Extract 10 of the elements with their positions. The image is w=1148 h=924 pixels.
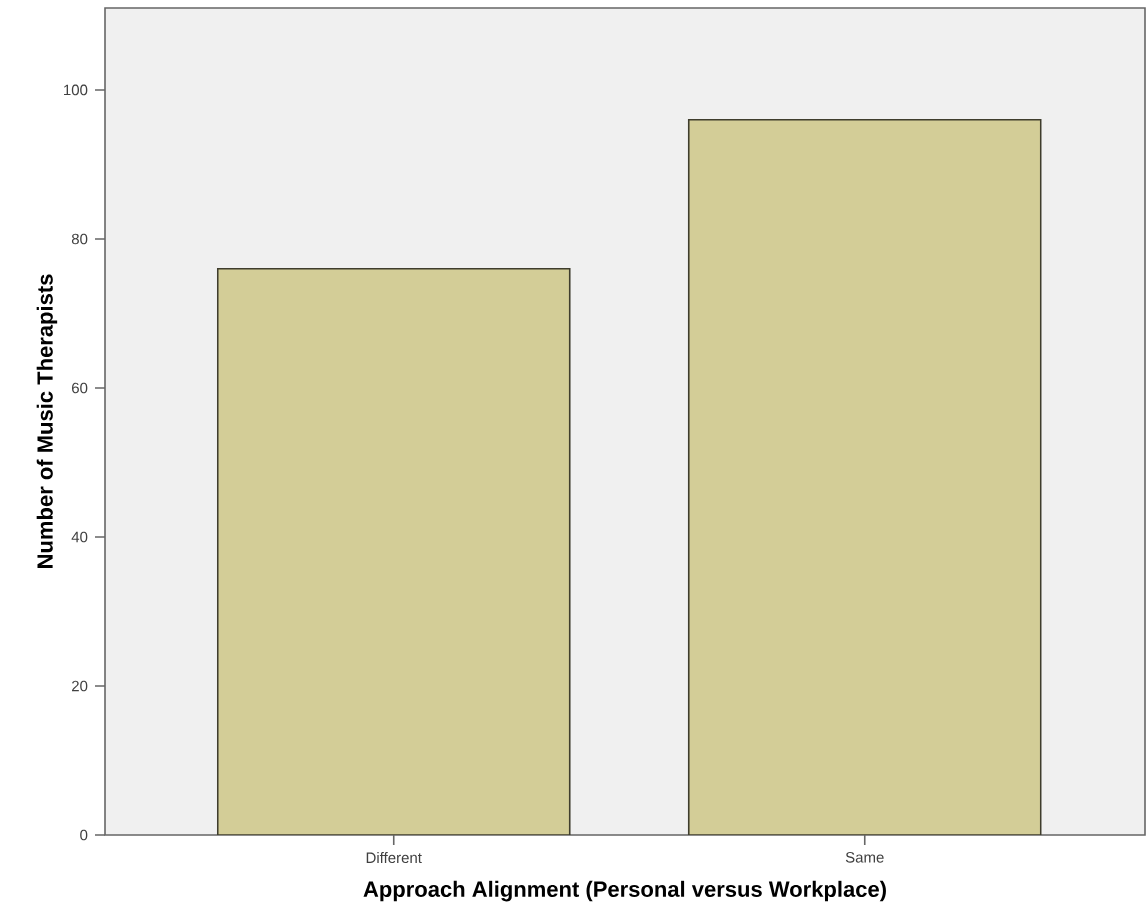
y-tick-label: 40 <box>71 531 88 543</box>
x-axis-title: Approach Alignment (Personal versus Workplace) <box>363 880 886 902</box>
y-axis-title: Number of Music Therapists <box>36 274 58 568</box>
x-tick-label: Different <box>366 852 422 864</box>
y-tick-label: 80 <box>71 233 88 245</box>
y-tick-label: 100 <box>64 84 88 96</box>
x-tick-label: Same <box>845 852 884 863</box>
y-tick-label: 60 <box>72 382 88 394</box>
y-tick-label: 20 <box>72 680 88 692</box>
y-tick-label: 0 <box>80 829 88 841</box>
